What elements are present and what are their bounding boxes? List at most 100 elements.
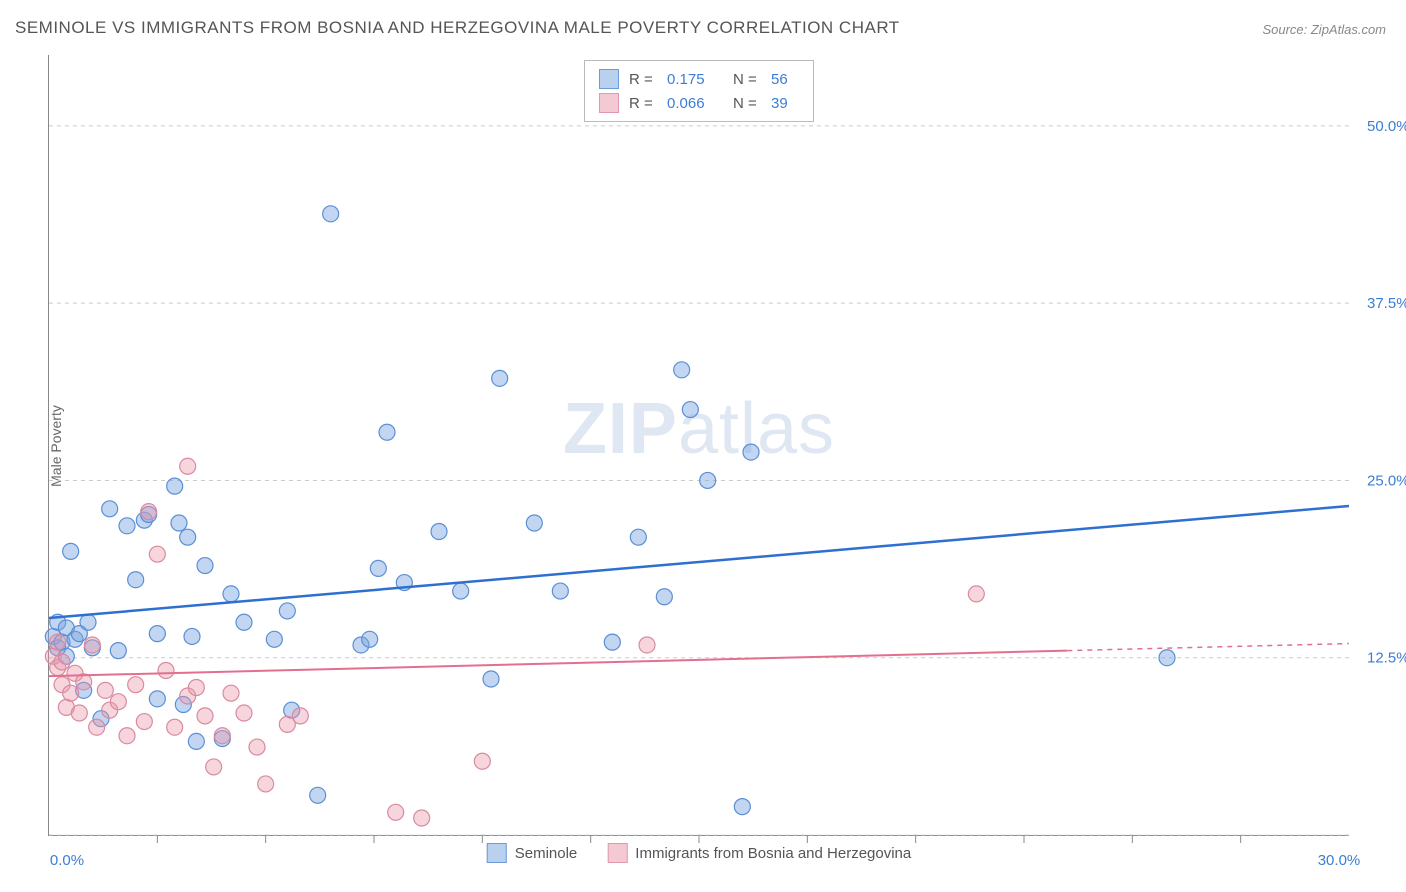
legend-row-seminole: R = 0.175 N = 56 xyxy=(599,67,799,91)
legend-swatch-icon xyxy=(599,93,619,113)
series-legend-seminole: Seminole xyxy=(487,843,578,863)
seminole-point xyxy=(119,518,135,534)
plot-svg: 12.5%25.0%37.5%50.0%0.0%30.0% xyxy=(49,55,1349,835)
seminole-point xyxy=(492,370,508,386)
seminole-point xyxy=(362,631,378,647)
seminole-point xyxy=(431,524,447,540)
seminole-point xyxy=(102,501,118,517)
bosnia-point xyxy=(149,546,165,562)
bosnia-point xyxy=(128,677,144,693)
correlation-legend: R = 0.175 N = 56 R = 0.066 N = 39 xyxy=(584,60,814,122)
seminole-point xyxy=(630,529,646,545)
chart-title: SEMINOLE VS IMMIGRANTS FROM BOSNIA AND H… xyxy=(15,18,900,38)
x-tick-label: 30.0% xyxy=(1318,852,1361,869)
seminole-point xyxy=(128,572,144,588)
seminole-point xyxy=(323,206,339,222)
seminole-point xyxy=(167,478,183,494)
bosnia-point xyxy=(639,637,655,653)
seminole-point xyxy=(63,543,79,559)
seminole-point xyxy=(674,362,690,378)
bosnia-point xyxy=(167,719,183,735)
bosnia-point xyxy=(110,694,126,710)
x-tick-label: 0.0% xyxy=(50,852,84,869)
seminole-point xyxy=(266,631,282,647)
bosnia-point xyxy=(63,685,79,701)
bosnia-point xyxy=(71,705,87,721)
seminole-point xyxy=(656,589,672,605)
bosnia-point xyxy=(89,719,105,735)
legend-r-label: R = xyxy=(629,71,657,88)
bosnia-point xyxy=(414,810,430,826)
seminole-point xyxy=(734,799,750,815)
bosnia-point xyxy=(968,586,984,602)
bosnia-point xyxy=(97,682,113,698)
bosnia-point xyxy=(388,804,404,820)
bosnia-trendline xyxy=(49,651,1067,677)
bosnia-point xyxy=(54,654,70,670)
bosnia-point xyxy=(206,759,222,775)
seminole-point xyxy=(80,614,96,630)
seminole-point xyxy=(743,444,759,460)
bosnia-point xyxy=(50,634,66,650)
chart-container: SEMINOLE VS IMMIGRANTS FROM BOSNIA AND H… xyxy=(0,0,1406,892)
seminole-point xyxy=(526,515,542,531)
bosnia-point xyxy=(84,637,100,653)
series-label: Immigrants from Bosnia and Herzegovina xyxy=(635,845,911,862)
y-tick-label: 25.0% xyxy=(1367,472,1406,489)
bosnia-point xyxy=(158,662,174,678)
legend-n-value: 39 xyxy=(771,95,799,112)
seminole-point xyxy=(171,515,187,531)
bosnia-point xyxy=(214,728,230,744)
bosnia-point xyxy=(197,708,213,724)
bosnia-point xyxy=(474,753,490,769)
legend-n-value: 56 xyxy=(771,71,799,88)
seminole-point xyxy=(184,628,200,644)
bosnia-point xyxy=(180,458,196,474)
seminole-point xyxy=(682,402,698,418)
seminole-point xyxy=(604,634,620,650)
legend-swatch-icon xyxy=(607,843,627,863)
plot-area: ZIPatlas 12.5%25.0%37.5%50.0%0.0%30.0% R… xyxy=(48,55,1349,836)
bosnia-trendline-ext xyxy=(1067,644,1349,651)
legend-r-value: 0.066 xyxy=(667,95,723,112)
bosnia-point xyxy=(292,708,308,724)
y-tick-label: 37.5% xyxy=(1367,295,1406,312)
bosnia-point xyxy=(223,685,239,701)
series-legend: Seminole Immigrants from Bosnia and Herze… xyxy=(487,843,912,863)
seminole-point xyxy=(370,560,386,576)
legend-n-label: N = xyxy=(733,71,761,88)
seminole-point xyxy=(552,583,568,599)
seminole-point xyxy=(483,671,499,687)
seminole-point xyxy=(149,691,165,707)
bosnia-point xyxy=(136,714,152,730)
seminole-point xyxy=(310,787,326,803)
bosnia-point xyxy=(249,739,265,755)
seminole-point xyxy=(188,733,204,749)
bosnia-point xyxy=(236,705,252,721)
bosnia-point xyxy=(141,504,157,520)
legend-r-value: 0.175 xyxy=(667,71,723,88)
seminole-point xyxy=(223,586,239,602)
bosnia-point xyxy=(188,680,204,696)
seminole-point xyxy=(110,643,126,659)
y-tick-label: 50.0% xyxy=(1367,118,1406,135)
bosnia-point xyxy=(119,728,135,744)
seminole-point xyxy=(180,529,196,545)
seminole-point xyxy=(700,472,716,488)
seminole-point xyxy=(236,614,252,630)
seminole-point xyxy=(1159,650,1175,666)
seminole-point xyxy=(149,626,165,642)
seminole-trendline xyxy=(49,506,1349,618)
seminole-point xyxy=(279,603,295,619)
series-legend-bosnia: Immigrants from Bosnia and Herzegovina xyxy=(607,843,911,863)
seminole-point xyxy=(453,583,469,599)
legend-swatch-icon xyxy=(599,69,619,89)
legend-n-label: N = xyxy=(733,95,761,112)
series-label: Seminole xyxy=(515,845,578,862)
legend-r-label: R = xyxy=(629,95,657,112)
legend-swatch-icon xyxy=(487,843,507,863)
source-attribution: Source: ZipAtlas.com xyxy=(1262,22,1386,37)
seminole-point xyxy=(379,424,395,440)
y-tick-label: 12.5% xyxy=(1367,650,1406,667)
legend-row-bosnia: R = 0.066 N = 39 xyxy=(599,91,799,115)
